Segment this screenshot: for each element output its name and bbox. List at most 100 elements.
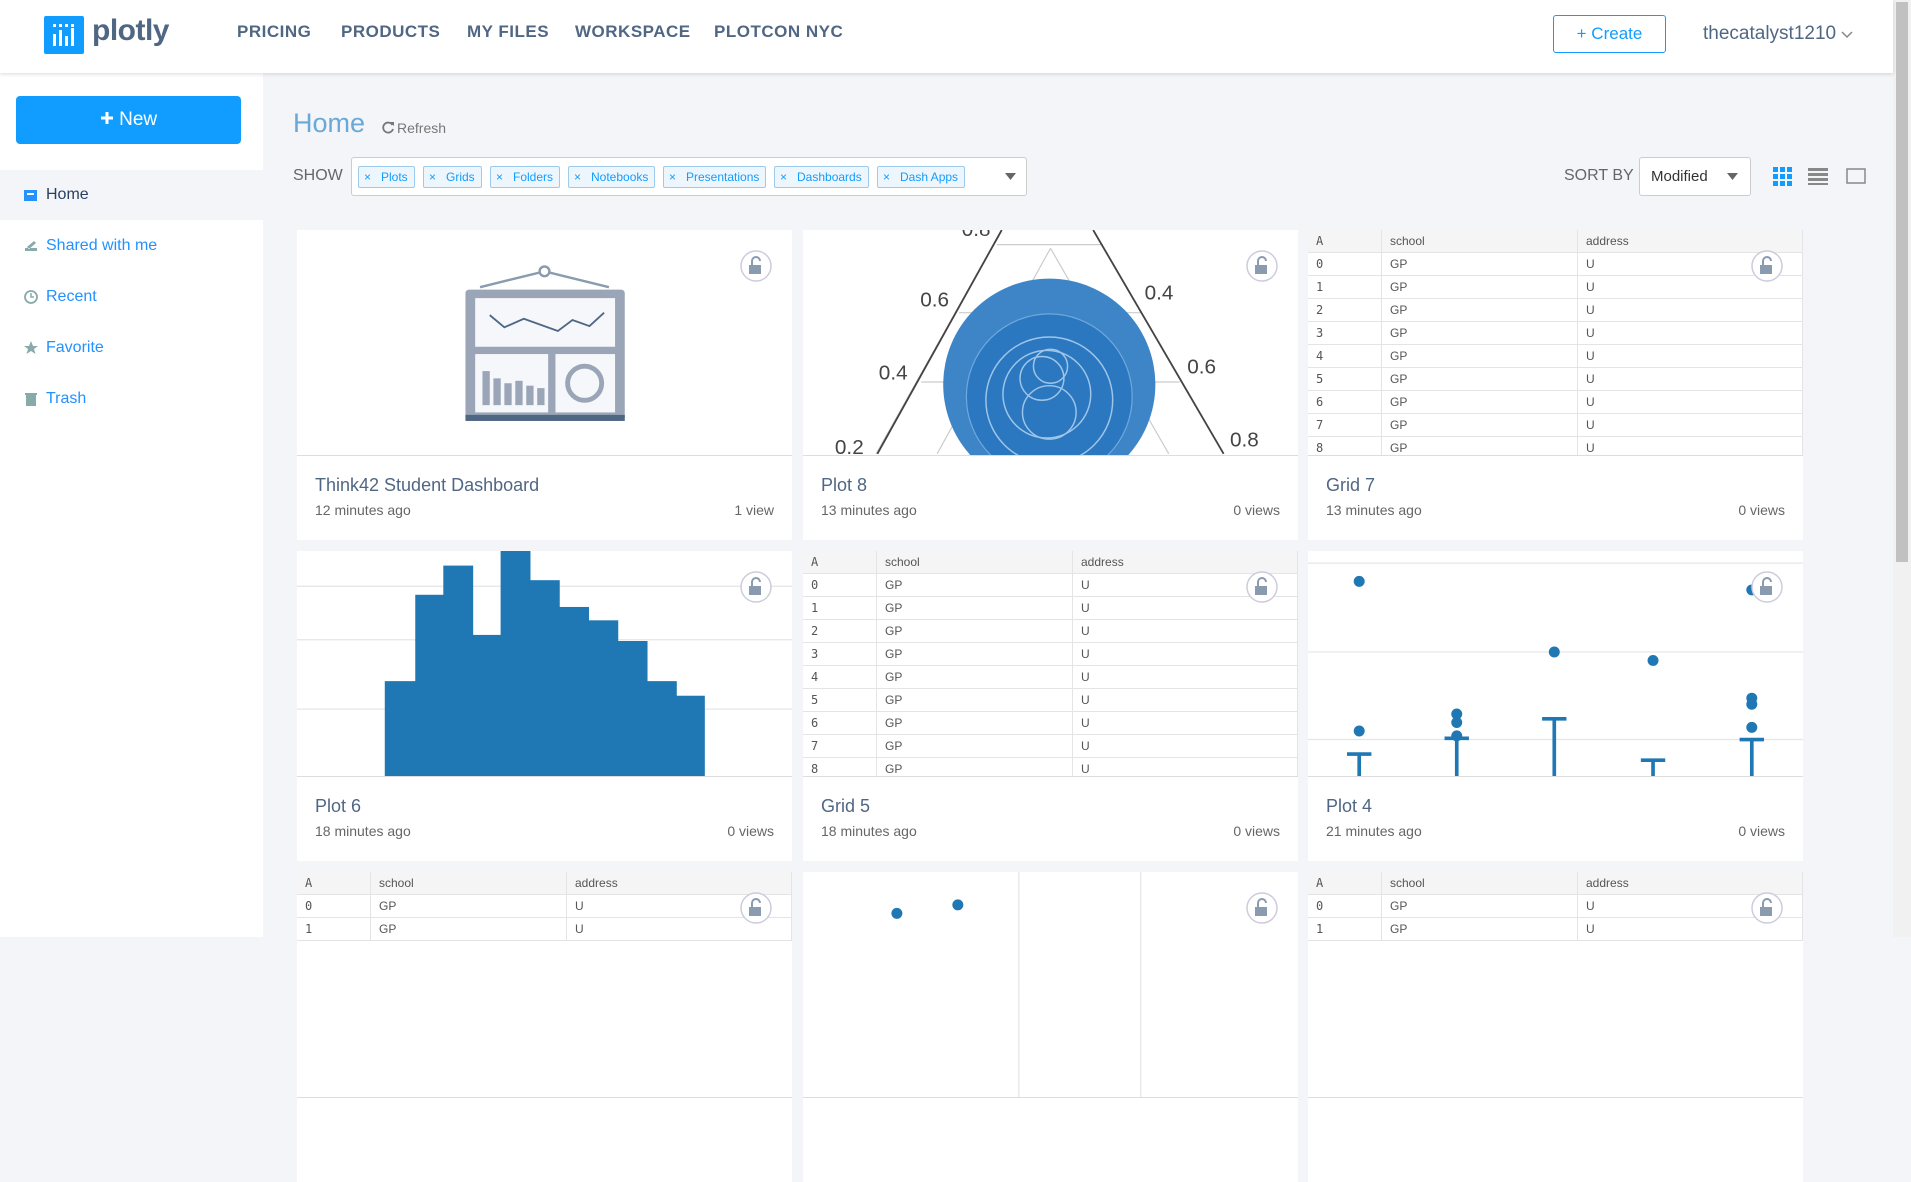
file-card[interactable]: 0.8 0.6 0.4 0.2 0.4 0.6 0.8 Plot 8 13 minutes ag… [803, 230, 1298, 540]
sidebar-item[interactable]: Shared with me [0, 221, 263, 271]
filter-chip[interactable]: × Folders [490, 166, 561, 188]
card-thumbnail[interactable] [803, 872, 1298, 1098]
create-button[interactable]: + Create [1553, 15, 1666, 53]
grid-cell: 5 [803, 688, 877, 712]
nav-link[interactable]: WORKSPACE [575, 22, 691, 41]
dropdown-arrow[interactable] [1005, 173, 1016, 180]
user-menu[interactable]: thecatalyst1210 [1703, 23, 1853, 45]
grid-cell: U [1072, 688, 1298, 712]
nav-link[interactable]: PRODUCTS [341, 22, 441, 41]
card-title[interactable]: Grid 7 [1326, 475, 1376, 495]
card-title[interactable]: Plot 8 [821, 475, 868, 495]
card-thumbnail[interactable] [1308, 551, 1803, 777]
lock-button[interactable] [1750, 249, 1784, 283]
scrollbar[interactable] [1893, 0, 1911, 937]
thumb-shape [676, 695, 705, 776]
card-title[interactable]: Plot 6 [315, 796, 362, 816]
lock-button[interactable] [739, 249, 773, 283]
lock-shackle [1762, 898, 1772, 907]
filter-box[interactable]: × Plots × Grids × Folders × Notebooks × Presentat… [351, 157, 1027, 196]
new-button[interactable]: New [16, 96, 241, 144]
card-thumbnail[interactable] [297, 551, 792, 777]
file-card[interactable] [803, 872, 1298, 1182]
card-time: 13 minutes ago [821, 502, 917, 518]
thumb-shape [1032, 348, 1069, 384]
lock-button[interactable] [739, 570, 773, 604]
logo-text[interactable]: plotly [92, 14, 170, 47]
lock-button[interactable] [1750, 891, 1784, 925]
chip-remove[interactable]: × [780, 170, 788, 184]
nav-link[interactable]: MY FILES [467, 22, 550, 41]
card-view-icon[interactable] [1846, 168, 1866, 184]
file-card[interactable]: Plot 6 18 minutes ago 0 views [297, 551, 792, 861]
lock-body [749, 586, 761, 595]
chip-remove[interactable]: × [364, 170, 372, 184]
nav-link[interactable]: PRICING [237, 22, 312, 41]
grid-cell: U [1577, 298, 1803, 322]
list-view-icon[interactable] [1808, 167, 1828, 185]
grid-cell: 6 [1308, 390, 1382, 414]
filter-chip[interactable]: × Dash Apps [877, 166, 966, 188]
filter-chip[interactable]: × Notebooks [568, 166, 656, 188]
lock-button[interactable] [739, 891, 773, 925]
sidebar-item[interactable]: Trash [0, 374, 263, 424]
grid-cell: U [1577, 390, 1803, 414]
lock-shackle [1762, 577, 1772, 586]
sidebar-item[interactable]: Recent [0, 272, 263, 322]
file-card[interactable]: Plot 4 21 minutes ago 0 views [1308, 551, 1803, 861]
lock-button[interactable] [1245, 570, 1279, 604]
thumb-shape [891, 907, 903, 919]
card-title[interactable]: Plot 4 [1326, 796, 1373, 816]
grid-cell: GP [1381, 894, 1578, 918]
chip-remove[interactable]: × [429, 170, 437, 184]
grid-cell: U [1072, 642, 1298, 666]
grid-cell: GP [370, 917, 567, 941]
chip-remove[interactable]: × [496, 170, 504, 184]
grid-header-cell: school [1381, 230, 1578, 253]
nav-link[interactable]: PLOTCON NYC [714, 22, 844, 41]
refresh-icon[interactable] [382, 121, 395, 134]
card-time: 21 minutes ago [1326, 823, 1422, 839]
refresh-link[interactable]: Refresh [397, 120, 447, 136]
filter-chip[interactable]: × Plots [358, 166, 415, 188]
scatter-thumbnail [891, 872, 1142, 1097]
filter-chip[interactable]: × Dashboards [774, 166, 869, 188]
grid-row: 2 GP U [803, 619, 1298, 643]
logo-icon[interactable] [44, 16, 84, 54]
lock-button[interactable] [1750, 570, 1784, 604]
sidebar-item[interactable]: Favorite [0, 323, 263, 373]
card-thumbnail[interactable]: 0.8 0.6 0.4 0.2 0.4 0.6 0.8 [803, 230, 1298, 456]
grid-cell: 2 [803, 619, 877, 643]
lock-button[interactable] [1245, 891, 1279, 925]
chip-remove[interactable]: × [669, 170, 677, 184]
scroll-thumb[interactable] [1896, 2, 1908, 562]
sort-select[interactable]: Modified [1639, 157, 1751, 196]
grid-view-icon[interactable] [1772, 166, 1792, 186]
icon-shape [30, 293, 34, 298]
card-title[interactable]: Grid 5 [821, 796, 871, 816]
new-label: New [119, 109, 158, 130]
lock-button[interactable] [1245, 249, 1279, 283]
chip-remove[interactable]: × [574, 170, 582, 184]
file-card[interactable]: Think42 Student Dashboard 12 minutes ago 1… [297, 230, 792, 540]
chip-remove[interactable]: × [883, 170, 891, 184]
sidebar-item[interactable]: Home [0, 170, 263, 220]
filter-chip[interactable]: × Grids [423, 166, 482, 188]
grid-cell: 1 [297, 917, 371, 941]
card-title[interactable]: Think42 Student Dashboard [315, 475, 540, 495]
thumb-shape [493, 378, 501, 406]
card-thumbnail[interactable] [297, 230, 792, 456]
filter-chip[interactable]: × Presentations [663, 166, 767, 188]
ternary-plot: 0.8 0.6 0.4 0.2 0.4 0.6 0.8 [835, 230, 1259, 455]
